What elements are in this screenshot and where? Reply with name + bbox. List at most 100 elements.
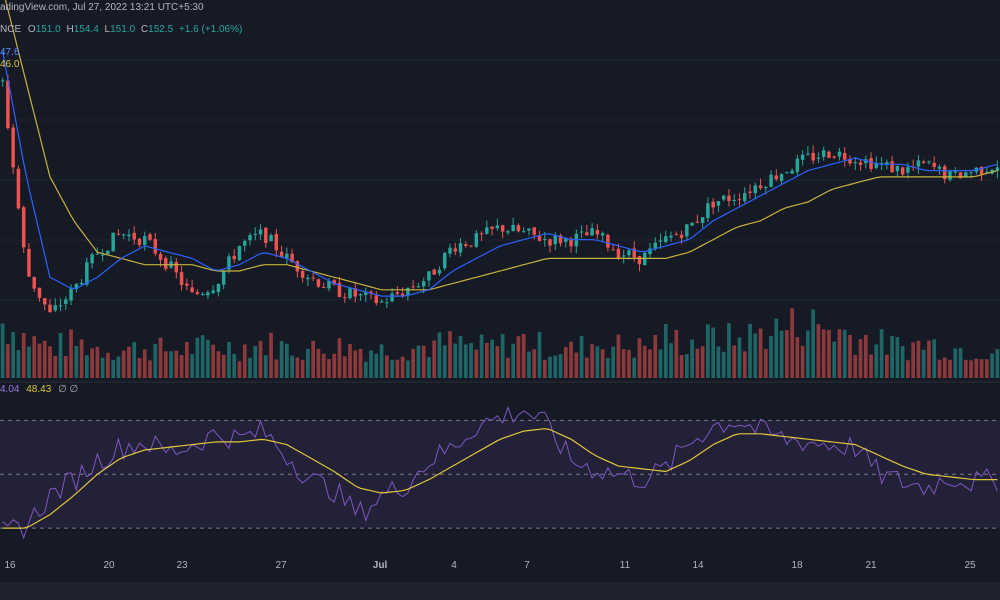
candle-body [485, 227, 489, 234]
volume-bar [685, 354, 689, 378]
volume-bar [63, 356, 68, 378]
candle-body [43, 298, 47, 305]
volume-bar [611, 346, 615, 378]
volume-bar [527, 351, 531, 378]
volume-bar [116, 356, 121, 378]
volume-bar [32, 336, 37, 378]
rsi-legend: 4.04 48.43 ∅ ∅ [0, 384, 78, 395]
candle-body [300, 270, 305, 278]
volume-bar [800, 345, 805, 378]
ma-fast-line [2, 51, 998, 297]
volume-bar [932, 339, 937, 378]
candle-body [411, 286, 415, 288]
rsi-ma-value: 48.43 [26, 384, 52, 395]
candle-body [206, 292, 210, 296]
volume-bar [742, 351, 747, 378]
volume-bar [416, 345, 421, 378]
candle-body [558, 235, 563, 244]
volume-bar [363, 361, 368, 378]
candle-body [569, 238, 573, 247]
volume-bar [853, 354, 858, 378]
volume-bar [153, 344, 158, 378]
volume-bar [174, 350, 179, 378]
volume-bar [879, 329, 884, 378]
candle-body [979, 166, 984, 175]
candle-body [853, 162, 857, 164]
candle-body [185, 283, 189, 286]
candle-body [111, 232, 115, 252]
ohlc-close: 152.5 [148, 24, 174, 35]
volume-bar [816, 324, 821, 378]
ohlc-open: 151.0 [35, 24, 61, 35]
candle-body [921, 161, 926, 163]
candle-body [132, 232, 136, 240]
candle-body [885, 162, 889, 165]
volume-bar [763, 349, 768, 378]
candle-body [553, 235, 557, 245]
volume-bar [369, 350, 373, 378]
volume-bar [785, 330, 789, 378]
volume-bar [132, 342, 137, 378]
volume-bar [648, 349, 652, 378]
volume-bar [695, 348, 700, 378]
candle-body [332, 280, 336, 285]
volume-bar [906, 360, 910, 378]
volume-bar [79, 339, 84, 378]
volume-bar [485, 342, 489, 378]
volume-bar [295, 357, 300, 378]
volume-bar [511, 343, 515, 378]
volume-bar [937, 359, 942, 378]
candle-body [237, 246, 242, 261]
volume-bar [237, 361, 242, 378]
x-tick-label: 4 [451, 560, 457, 571]
volume-bar [232, 353, 237, 378]
volume-bar [727, 323, 731, 378]
candle-body [458, 243, 463, 253]
candle-body [90, 254, 94, 264]
volume-bar [600, 349, 605, 378]
candle-body [348, 288, 352, 299]
candle-body [11, 127, 15, 168]
x-tick-label: 20 [103, 560, 115, 571]
candle-body [211, 290, 215, 293]
candle-body [295, 261, 300, 272]
candle-body [700, 217, 705, 224]
rsi-line [2, 406, 998, 540]
candle-body [232, 255, 236, 260]
volume-bar [358, 348, 363, 378]
volume-bar [163, 351, 168, 378]
candle-body [679, 234, 684, 238]
volume-bar [548, 356, 552, 378]
candle-body [969, 172, 973, 174]
volume-bar [285, 343, 289, 378]
volume-bar [385, 355, 389, 378]
volume-bar [700, 346, 705, 378]
volume-bar [995, 349, 1000, 378]
volume-bar [553, 355, 558, 378]
candle-body [311, 277, 315, 279]
candle-body [737, 199, 742, 201]
candle-body [585, 232, 589, 236]
volume-bar [474, 349, 479, 378]
volume-bar [606, 357, 610, 378]
candle-body [358, 294, 363, 296]
candle-body [658, 240, 663, 242]
candle-body [58, 305, 63, 307]
candle-body [843, 152, 847, 160]
volume-bar [127, 346, 131, 378]
candle-body [506, 231, 510, 233]
source-line: adingView.com, Jul 27, 2022 13:21 UTC+5:… [0, 2, 204, 13]
candle-body [748, 191, 752, 193]
bottom-toolbar [0, 582, 1000, 600]
volume-bar [6, 344, 10, 378]
candle-body [364, 292, 368, 295]
volume-bar [616, 334, 621, 378]
volume-bar [679, 354, 684, 378]
volume-bar [637, 338, 642, 378]
volume-bar [427, 356, 431, 378]
candle-body [764, 187, 768, 189]
candle-body [6, 80, 10, 129]
candle-body [674, 234, 679, 236]
candle-body [595, 229, 600, 235]
candle-body [490, 226, 494, 229]
